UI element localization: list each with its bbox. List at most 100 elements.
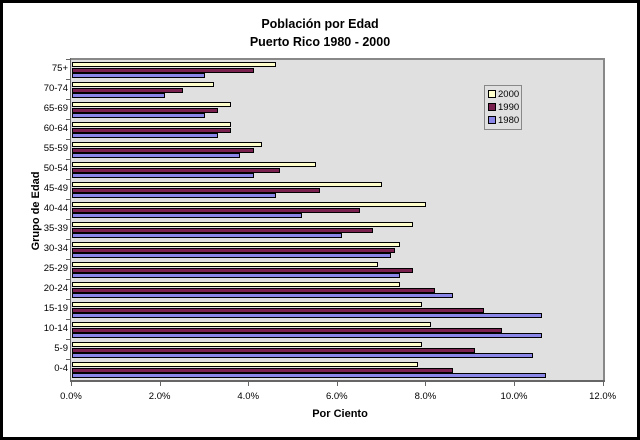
bar-1990-20-24 bbox=[72, 287, 435, 293]
x-tick-label: 8.0% bbox=[414, 391, 437, 402]
bar-2000-25-29 bbox=[72, 262, 378, 267]
y-tick-label: 25-29 bbox=[43, 263, 68, 274]
y-tick bbox=[66, 259, 71, 260]
y-tick bbox=[66, 199, 71, 200]
y-tick bbox=[66, 319, 71, 320]
bar-2000-10-14 bbox=[72, 322, 431, 327]
y-tick bbox=[66, 59, 71, 60]
legend-swatch bbox=[488, 103, 496, 111]
bar-1980-65-69 bbox=[72, 113, 205, 118]
bar-1980-15-19 bbox=[72, 313, 542, 318]
bar-2000-55-59 bbox=[72, 142, 262, 147]
bar-1990-50-54 bbox=[72, 167, 280, 173]
bar-2000-20-24 bbox=[72, 282, 400, 287]
bar-2000-50-54 bbox=[72, 162, 316, 167]
bar-1990-65-69 bbox=[72, 107, 218, 113]
bar-1980-55-59 bbox=[72, 153, 240, 158]
bar-2000-65-69 bbox=[72, 102, 231, 107]
y-tick bbox=[66, 359, 71, 360]
bar-2000-15-19 bbox=[72, 302, 422, 307]
bar-1980-60-64 bbox=[72, 133, 218, 138]
bar-1980-40-44 bbox=[72, 213, 302, 218]
y-tick bbox=[66, 79, 71, 80]
bar-2000-75+ bbox=[72, 62, 276, 67]
x-axis-title: Por Ciento bbox=[312, 408, 368, 420]
bar-1990-55-59 bbox=[72, 147, 254, 153]
bar-1980-10-14 bbox=[72, 333, 542, 338]
x-tick bbox=[425, 381, 426, 386]
bar-1990-60-64 bbox=[72, 127, 231, 133]
bar-1990-0-4 bbox=[72, 367, 453, 373]
legend-label: 1980 bbox=[498, 114, 520, 126]
bar-1990-10-14 bbox=[72, 327, 502, 333]
chart-subtitle: Puerto Rico 1980 - 2000 bbox=[249, 35, 391, 49]
bar-2000-70-74 bbox=[72, 82, 214, 87]
y-tick-label: 30-34 bbox=[43, 243, 68, 254]
bar-1980-75+ bbox=[72, 73, 205, 78]
legend-item-1980: 1980 bbox=[488, 114, 519, 126]
x-tick-label: 4.0% bbox=[237, 391, 260, 402]
y-tick-label: 35-39 bbox=[43, 223, 68, 234]
x-tick bbox=[603, 381, 604, 386]
legend-swatch bbox=[488, 90, 496, 98]
x-tick bbox=[514, 381, 515, 386]
x-tick bbox=[337, 381, 338, 386]
y-tick-label: 70-74 bbox=[43, 83, 68, 94]
y-tick-label: 65-69 bbox=[43, 103, 68, 114]
x-tick-label: 0.0% bbox=[60, 391, 82, 402]
bar-1980-70-74 bbox=[72, 93, 165, 98]
y-tick bbox=[66, 339, 71, 340]
bar-2000-40-44 bbox=[72, 202, 426, 207]
y-tick bbox=[66, 119, 71, 120]
bar-1980-25-29 bbox=[72, 273, 400, 278]
bar-1990-15-19 bbox=[72, 307, 484, 313]
chart-title: Población por Edad bbox=[261, 17, 379, 31]
y-tick-label: 60-64 bbox=[43, 123, 68, 134]
y-tick bbox=[66, 179, 71, 180]
bar-1990-70-74 bbox=[72, 87, 183, 93]
bar-1990-5-9 bbox=[72, 347, 475, 353]
y-tick-label: 45-49 bbox=[43, 183, 68, 194]
y-tick bbox=[66, 99, 71, 100]
bar-1990-35-39 bbox=[72, 227, 373, 233]
bar-1990-30-34 bbox=[72, 247, 395, 253]
legend: 2000 1990 1980 bbox=[484, 85, 522, 130]
y-axis-title: Grupo de Edad bbox=[30, 171, 42, 251]
y-tick bbox=[66, 159, 71, 160]
y-tick bbox=[66, 299, 71, 300]
y-tick-label: 15-19 bbox=[43, 303, 68, 314]
bar-2000-45-49 bbox=[72, 182, 382, 187]
y-tick-label: 5-9 bbox=[54, 343, 68, 354]
bar-2000-60-64 bbox=[72, 122, 231, 127]
bar-1980-5-9 bbox=[72, 353, 533, 358]
legend-label: 1990 bbox=[498, 101, 520, 113]
y-tick bbox=[66, 139, 71, 140]
y-tick-label: 50-54 bbox=[43, 163, 68, 174]
legend-label: 2000 bbox=[498, 88, 520, 100]
x-tick bbox=[71, 381, 72, 386]
y-tick bbox=[66, 239, 71, 240]
x-tick-label: 2.0% bbox=[148, 391, 171, 402]
y-tick bbox=[66, 219, 71, 220]
legend-swatch bbox=[488, 116, 496, 124]
x-tick bbox=[248, 381, 249, 386]
y-tick-label: 20-24 bbox=[43, 283, 68, 294]
bar-1980-20-24 bbox=[72, 293, 453, 298]
bar-1990-45-49 bbox=[72, 187, 320, 193]
bar-1980-30-34 bbox=[72, 253, 391, 258]
bar-1980-45-49 bbox=[72, 193, 276, 198]
legend-item-1990: 1990 bbox=[488, 101, 519, 113]
x-tick bbox=[160, 381, 161, 386]
bar-2000-0-4 bbox=[72, 362, 418, 367]
bar-1980-50-54 bbox=[72, 173, 254, 178]
bar-1980-35-39 bbox=[72, 233, 342, 238]
bar-2000-35-39 bbox=[72, 222, 413, 227]
bar-2000-30-34 bbox=[72, 242, 400, 247]
bar-1990-40-44 bbox=[72, 207, 360, 213]
bar-1980-0-4 bbox=[72, 373, 546, 378]
bar-1990-75+ bbox=[72, 67, 254, 73]
y-tick-label: 55-59 bbox=[43, 143, 68, 154]
y-tick bbox=[66, 279, 71, 280]
x-tick-label: 6.0% bbox=[325, 391, 348, 402]
legend-item-2000: 2000 bbox=[488, 88, 519, 100]
